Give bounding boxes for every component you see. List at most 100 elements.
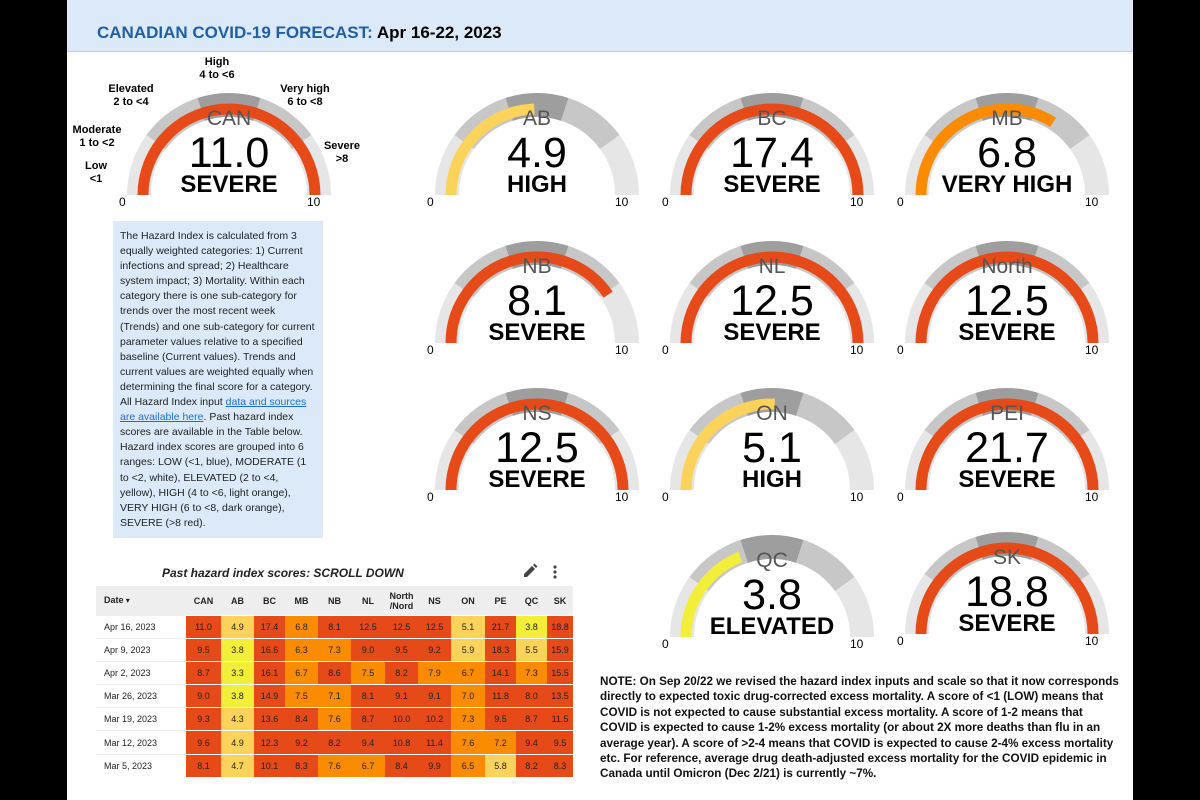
cell-score: 6.8 (285, 614, 318, 639)
cell-score: 9.0 (186, 684, 221, 708)
cell-score: 13.6 (254, 707, 285, 731)
column-header[interactable]: NB (318, 586, 351, 616)
cell-score: 8.7 (351, 707, 385, 731)
cell-score: 8.4 (285, 707, 318, 731)
column-header[interactable]: NL (351, 586, 385, 616)
column-header[interactable]: North/Nord (385, 586, 418, 616)
column-header[interactable]: MB (285, 586, 318, 616)
column-header[interactable]: SK (547, 586, 573, 616)
gauge-value: 6.8 (977, 129, 1037, 177)
gauge-min: 0 (897, 634, 904, 648)
gauge-ab[interactable]: AB 4.9 HIGH 0 10 (427, 85, 647, 215)
cell-score: 16.1 (254, 661, 285, 685)
more-vert-icon[interactable] (549, 563, 561, 581)
gauge-ns[interactable]: NS 12.5 SEVERE 0 10 (427, 380, 647, 510)
gauge-level: VERY HIGH (941, 171, 1073, 198)
gauge-sk[interactable]: SK 18.8 SEVERE 0 10 (897, 524, 1117, 654)
cell-score: 15.9 (547, 638, 573, 662)
gauge-max: 10 (615, 195, 629, 209)
gauge-level: SEVERE (488, 466, 586, 493)
cell-score: 9.4 (516, 730, 547, 755)
cell-score: 16.6 (254, 638, 285, 662)
gauge-pei[interactable]: PEI 21.7 SEVERE 0 10 (897, 380, 1117, 510)
cell-score: 4.9 (221, 614, 254, 639)
gauge-value: 12.5 (965, 277, 1049, 325)
gauge-band-2 (740, 535, 804, 563)
gauge-nb[interactable]: NB 8.1 SEVERE 0 10 (427, 233, 647, 363)
gauge-value: 5.1 (742, 424, 802, 472)
cell-score: 15.5 (547, 661, 573, 685)
gauge-level: SEVERE (488, 319, 586, 346)
cell-score: 6.7 (285, 661, 318, 685)
gauge-value: 18.8 (965, 568, 1049, 616)
cell-date: Apr 16, 2023 (96, 614, 186, 639)
cell-score: 8.3 (285, 753, 318, 777)
gauge-nl[interactable]: NL 12.5 SEVERE 0 10 (662, 233, 882, 363)
gauge-level: SEVERE (958, 319, 1056, 346)
gauge-north[interactable]: North 12.5 SEVERE 0 10 (897, 233, 1117, 363)
column-header[interactable]: AB (221, 586, 254, 616)
cell-score: 7.0 (451, 684, 485, 708)
sort-down-icon[interactable]: ▾ (123, 596, 130, 605)
gauge-arcs (670, 388, 874, 491)
gauge-qc[interactable]: QC 3.8 ELEVATED 0 10 (662, 527, 882, 657)
cell-score: 18.8 (547, 614, 573, 639)
cell-score: 11.5 (547, 707, 573, 731)
cell-score: 8.2 (385, 661, 418, 685)
cell-score: 9.2 (285, 730, 318, 755)
gauge-arcs (670, 241, 874, 344)
cell-score: 7.1 (318, 684, 351, 708)
cell-score: 10.0 (385, 707, 418, 731)
gauge-value: 11.0 (188, 129, 270, 177)
gauge-band-4 (834, 430, 874, 491)
gauge-band-4 (834, 577, 874, 638)
column-header[interactable]: PE (485, 586, 516, 616)
cell-score: 10.1 (254, 753, 285, 777)
cell-score: 7.5 (285, 684, 318, 708)
table-row: Mar 5, 2023 8.1 4.7 10.1 8.3 7.6 6.7 8.4 9.9 6.5 5… (96, 753, 573, 777)
gauge-value-arc (915, 103, 1057, 196)
column-header-date[interactable]: Date ▾ (96, 586, 186, 616)
column-header[interactable]: CAN (186, 586, 221, 616)
gauge-can[interactable]: CAN 11.0 SEVERE 0 10 (119, 85, 339, 215)
gauge-arcs (127, 93, 331, 196)
table-body: Apr 16, 2023 11.0 4.9 17.4 6.8 8.1 12.5 12.5 12.… (96, 614, 573, 777)
column-header[interactable]: BC (254, 586, 285, 616)
gauge-level: SEVERE (958, 610, 1056, 637)
cell-score: 8.3 (547, 753, 573, 777)
cell-score: 7.9 (418, 661, 451, 685)
column-header[interactable]: QC (516, 586, 547, 616)
cell-score: 11.0 (186, 614, 221, 639)
cell-score: 14.1 (485, 661, 516, 685)
title-main: CANADIAN COVID-19 FORECAST: (97, 23, 373, 42)
cell-score: 12.5 (418, 614, 451, 639)
cell-score: 11.4 (418, 730, 451, 755)
data-sources-link[interactable]: data and sources are available here (120, 396, 307, 424)
gauge-max: 10 (615, 490, 629, 504)
cell-score: 9.4 (351, 730, 385, 755)
gauge-bc[interactable]: BC 17.4 SEVERE 0 10 (662, 85, 882, 215)
info-text-after: . Past hazard index scores are available… (120, 411, 307, 529)
gauge-level: HIGH (507, 171, 567, 198)
pencil-icon[interactable] (520, 563, 540, 581)
cell-score: 8.7 (186, 661, 221, 685)
cell-score: 8.1 (186, 753, 221, 777)
header-bar: CANADIAN COVID-19 FORECAST: Apr 16-22, 2… (67, 0, 1133, 52)
cell-score: 7.6 (318, 707, 351, 731)
gauge-value-arc (915, 542, 1099, 635)
gauge-band-4 (599, 283, 639, 344)
column-header[interactable]: ON (451, 586, 485, 616)
gauge-value-arc (680, 251, 864, 344)
dashboard-page: CANADIAN COVID-19 FORECAST: Apr 16-22, 2… (67, 0, 1133, 800)
cell-score: 7.2 (485, 730, 516, 755)
gauge-on[interactable]: ON 5.1 HIGH 0 10 (662, 380, 882, 510)
gauge-arcs (435, 93, 639, 196)
gauge-min: 0 (427, 490, 434, 504)
table-row: Apr 2, 2023 8.7 3.3 16.1 6.7 8.6 7.5 8.2 7.9 6.7 1… (96, 661, 573, 685)
cell-date: Apr 9, 2023 (96, 638, 186, 662)
gauge-mb[interactable]: MB 6.8 VERY HIGH 0 10 (897, 85, 1117, 215)
column-header[interactable]: NS (418, 586, 451, 616)
table-row: Apr 16, 2023 11.0 4.9 17.4 6.8 8.1 12.5 12.5 12.… (96, 614, 573, 639)
cell-score: 10.2 (418, 707, 451, 731)
table-header-row: Date ▾ CAN AB BC MB NB NL North/Nord NS ON PE QC SK (96, 586, 573, 616)
